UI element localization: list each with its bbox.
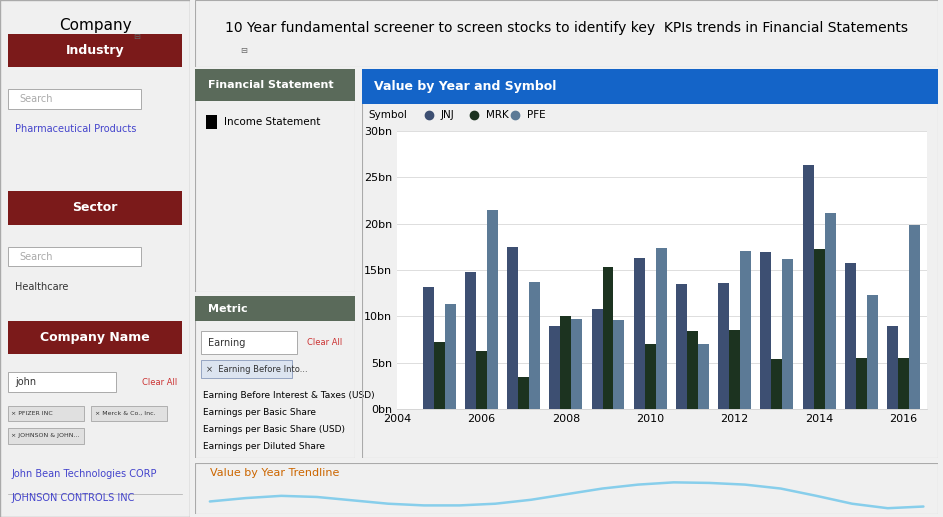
Bar — [8, 34, 182, 67]
Bar — [529, 282, 540, 409]
Bar — [476, 351, 487, 409]
Text: john: john — [15, 377, 37, 387]
Text: Industry: Industry — [66, 43, 124, 57]
Text: Search: Search — [19, 252, 53, 262]
Bar — [487, 210, 498, 409]
Text: John Bean Technologies CORP: John Bean Technologies CORP — [11, 468, 157, 479]
Text: MRK: MRK — [486, 110, 508, 120]
Bar — [8, 428, 84, 444]
Bar — [362, 69, 938, 104]
Bar — [824, 212, 835, 409]
Bar — [195, 69, 355, 101]
Text: Value by Year Trendline: Value by Year Trendline — [210, 468, 339, 478]
Bar — [603, 267, 614, 409]
Text: Company: Company — [58, 18, 131, 33]
Bar — [91, 406, 167, 421]
Bar — [8, 89, 141, 109]
Text: ×  Earning Before Into...: × Earning Before Into... — [207, 364, 307, 374]
Text: JNJ: JNJ — [440, 110, 455, 120]
Text: × JOHNSON & JOHN...: × JOHNSON & JOHN... — [11, 433, 80, 438]
Bar — [550, 326, 560, 409]
Bar — [856, 358, 867, 409]
Text: × Merck & Co., Inc.: × Merck & Co., Inc. — [95, 411, 156, 416]
Text: Pharmaceutical Products: Pharmaceutical Products — [15, 124, 137, 134]
Text: 10 Year fundamental screener to screen stocks to identify key  KPIs trends in Fi: 10 Year fundamental screener to screen s… — [225, 21, 908, 35]
Bar — [507, 247, 518, 409]
Bar — [655, 248, 667, 409]
Bar — [719, 283, 729, 409]
Bar — [202, 331, 297, 354]
Bar — [8, 372, 116, 392]
Text: Financial Statement: Financial Statement — [207, 80, 334, 90]
Bar — [195, 296, 355, 321]
Bar — [434, 342, 444, 409]
Text: Symbol: Symbol — [368, 110, 407, 120]
Bar — [8, 406, 84, 421]
Text: Clear All: Clear All — [306, 338, 342, 347]
Bar — [645, 344, 655, 409]
Bar — [614, 320, 624, 409]
Bar — [202, 360, 292, 378]
Bar — [444, 304, 455, 409]
Bar — [898, 358, 909, 409]
Bar — [771, 359, 783, 409]
Text: Company Name: Company Name — [41, 330, 150, 344]
Bar — [845, 264, 856, 409]
Text: Earnings per Diluted Share: Earnings per Diluted Share — [203, 442, 325, 451]
Text: Earning Before Interest & Taxes (USD): Earning Before Interest & Taxes (USD) — [203, 391, 374, 400]
Bar — [518, 376, 529, 409]
Text: Search: Search — [19, 94, 53, 104]
Bar — [8, 191, 182, 225]
Bar — [867, 295, 878, 409]
Text: ⊟: ⊟ — [133, 32, 141, 41]
Bar — [207, 115, 218, 129]
Bar — [465, 272, 476, 409]
Text: Metric: Metric — [207, 303, 247, 314]
Text: PFE: PFE — [527, 110, 546, 120]
Text: Value by Year and Symbol: Value by Year and Symbol — [373, 80, 556, 93]
Text: Healthcare: Healthcare — [15, 282, 69, 292]
Text: Clear All: Clear All — [142, 377, 177, 387]
Bar — [887, 326, 898, 409]
Bar — [560, 316, 571, 409]
Bar — [571, 319, 582, 409]
Bar — [422, 286, 434, 409]
Bar — [8, 321, 182, 354]
Text: Earnings per Basic Share: Earnings per Basic Share — [203, 408, 316, 417]
Bar — [814, 249, 824, 409]
Text: ⊟: ⊟ — [240, 46, 247, 55]
Bar — [687, 331, 698, 409]
Text: Earning: Earning — [207, 338, 245, 347]
Text: Earnings per Basic Share (USD): Earnings per Basic Share (USD) — [203, 425, 345, 434]
Bar — [760, 252, 771, 409]
Text: Income Statement: Income Statement — [223, 117, 320, 127]
Text: Sector: Sector — [73, 201, 118, 215]
Bar — [634, 258, 645, 409]
Text: JOHNSON CONTROLS INC: JOHNSON CONTROLS INC — [11, 493, 135, 504]
Bar — [909, 225, 920, 409]
Text: × PFIZER INC: × PFIZER INC — [11, 411, 53, 416]
Bar — [8, 247, 141, 266]
Bar — [729, 330, 740, 409]
Bar — [591, 309, 603, 409]
Bar — [740, 251, 752, 409]
Bar — [783, 259, 793, 409]
Bar — [698, 344, 709, 409]
Bar — [802, 165, 814, 409]
Bar — [676, 284, 687, 409]
